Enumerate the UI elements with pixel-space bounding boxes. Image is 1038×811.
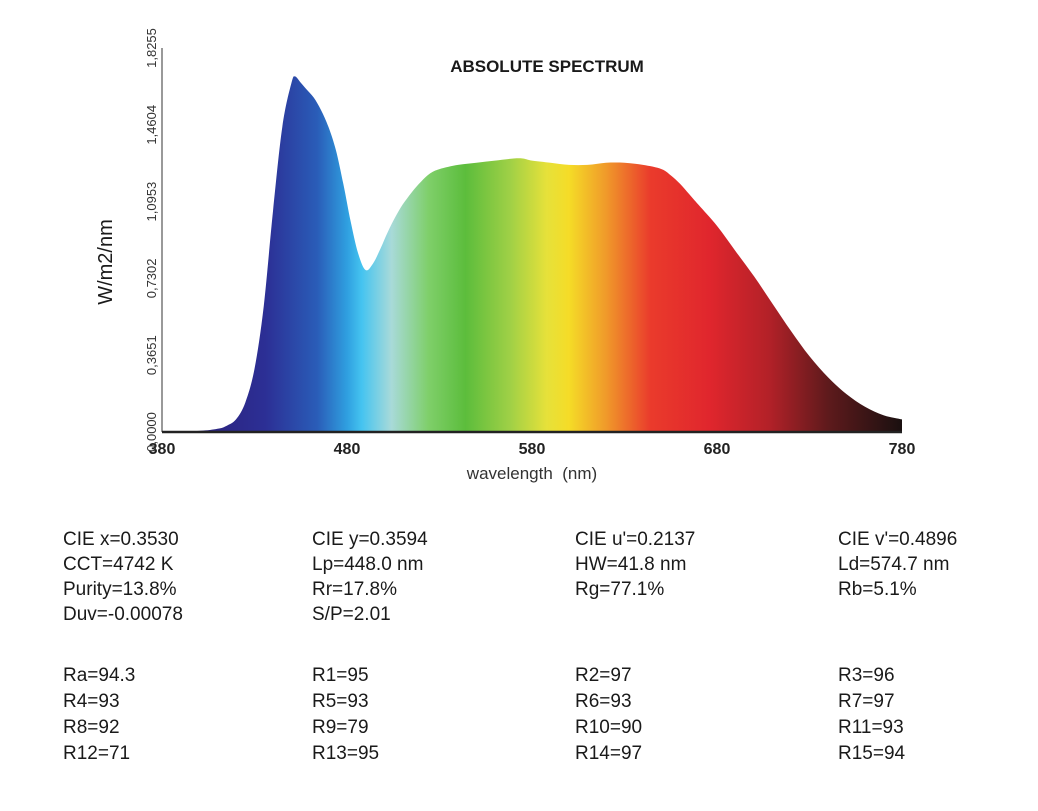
param-duv: Duv=-0.00078 [63, 604, 183, 625]
y-tick-label: 1,4604 [144, 105, 159, 145]
y-tick-label: 0,3651 [144, 335, 159, 375]
param-hw: HW=41.8 nm [575, 554, 687, 575]
cri-r1: R1=95 [312, 665, 369, 686]
cri-r15: R15=94 [838, 743, 906, 764]
param-ld: Ld=574.7 nm [838, 554, 950, 575]
param-rg: Rg=77.1% [575, 579, 665, 600]
x-tick-labels: 380 480 580 680 780 [149, 441, 916, 458]
cri-r12: R12=71 [63, 743, 131, 764]
x-axis-label: wavelength (nm) [466, 464, 597, 483]
y-tick-label: 0,0000 [144, 412, 159, 452]
cri-r9: R9=79 [312, 717, 369, 738]
spectrum-chart: ABSOLUTE SPECTRUM 380 480 580 680 780 0,0000… [95, 28, 916, 483]
cri-r5: R5=93 [312, 691, 369, 712]
cri-r6: R6=93 [575, 691, 632, 712]
cri-r10: R10=90 [575, 717, 643, 738]
y-tick-label: 1,0953 [144, 182, 159, 222]
x-tick-label: 380 [149, 441, 176, 458]
param-rr: Rr=17.8% [312, 579, 398, 600]
x-tick-label: 780 [889, 441, 916, 458]
param-cie-x: CIE x=0.3530 [63, 529, 179, 550]
cri-ra: Ra=94.3 [63, 665, 136, 686]
param-cct: CCT=4742 K [63, 554, 174, 575]
x-tick-label: 680 [704, 441, 731, 458]
cri-r14: R14=97 [575, 743, 643, 764]
chart-title: ABSOLUTE SPECTRUM [450, 57, 644, 76]
cri-r13: R13=95 [312, 743, 380, 764]
cri-r2: R2=97 [575, 665, 632, 686]
param-sp: S/P=2.01 [312, 604, 391, 625]
cri-r8: R8=92 [63, 717, 120, 738]
param-cie-v: CIE v'=0.4896 [838, 529, 958, 550]
x-tick-label: 480 [334, 441, 361, 458]
cri-r3: R3=96 [838, 665, 895, 686]
cri-r7: R7=97 [838, 691, 895, 712]
param-purity: Purity=13.8% [63, 579, 177, 600]
plot-area [162, 76, 902, 433]
param-cie-y: CIE y=0.3594 [312, 529, 428, 550]
y-tick-label: 1,8255 [144, 28, 159, 68]
param-rb: Rb=5.1% [838, 579, 917, 600]
param-cie-u: CIE u'=0.2137 [575, 529, 696, 550]
y-axis-label: W/m2/nm [95, 219, 117, 305]
cri-r4: R4=93 [63, 691, 120, 712]
cri-r11: R11=93 [838, 717, 904, 738]
x-tick-label: 580 [519, 441, 546, 458]
spectrum-area [162, 76, 902, 433]
y-tick-label: 0,7302 [144, 259, 159, 299]
y-tick-labels: 0,0000 0,3651 0,7302 1,0953 1,4604 1,8255 [144, 28, 159, 452]
param-lp: Lp=448.0 nm [312, 554, 424, 575]
